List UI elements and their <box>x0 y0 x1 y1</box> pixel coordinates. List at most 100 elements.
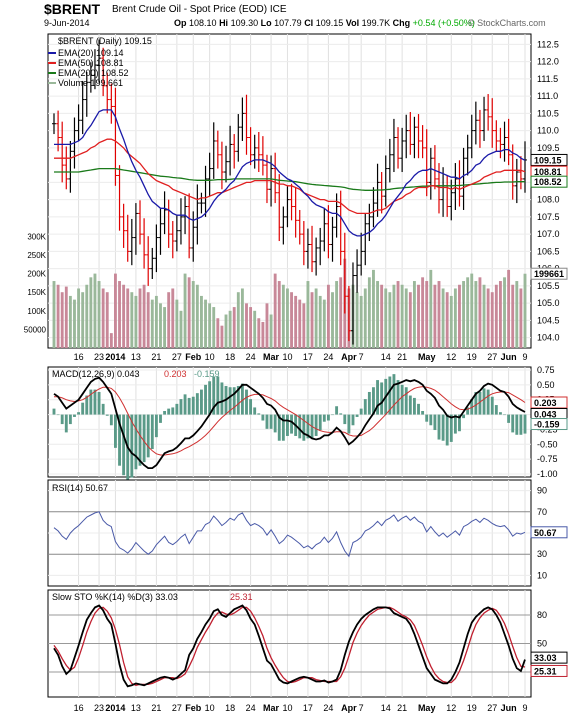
volume-bar <box>109 333 113 348</box>
volume-bar <box>195 284 199 348</box>
x-label-bottom: Apr <box>341 703 357 713</box>
macd-hist-bar <box>482 388 486 415</box>
x-label: 23 <box>94 352 104 362</box>
macd-hist-bar <box>302 414 306 441</box>
volume-bar <box>122 284 126 348</box>
macd-hist-bar <box>343 414 347 425</box>
volume-bar <box>437 281 441 348</box>
x-label: 21 <box>151 352 161 362</box>
volume-bar <box>204 299 207 348</box>
volume-bar <box>294 295 298 348</box>
macd-hist-bar <box>318 414 322 431</box>
macd-hist-bar <box>367 391 371 415</box>
x-label-bottom: 21 <box>151 703 161 713</box>
x-label-bottom: 17 <box>303 703 313 713</box>
volume-bar <box>236 292 240 348</box>
macd-hist-bar <box>449 414 453 442</box>
volume-bar <box>269 314 273 348</box>
volume-bar <box>511 284 515 348</box>
vol-label: Vol <box>345 18 360 28</box>
x-label-bottom: 18 <box>225 703 235 713</box>
volume-bar <box>265 303 269 348</box>
macd-tick-label: -0.75 <box>537 454 558 464</box>
x-label: 13 <box>131 352 141 362</box>
macd-hist-bar <box>466 407 470 415</box>
macd-hist-bar <box>396 380 400 415</box>
volume-bar <box>257 318 261 348</box>
macd-hist-bar <box>105 414 109 416</box>
macd-hist-bar <box>511 414 515 433</box>
rsi-tick-label: 10 <box>537 570 547 580</box>
macd-tick-label: -0.50 <box>537 439 558 449</box>
volume-bar <box>187 277 191 348</box>
volume-bar <box>421 277 425 348</box>
volume-bar <box>134 295 138 348</box>
macd-hist-bar <box>89 389 93 415</box>
x-label: 21 <box>397 352 407 362</box>
volume-bar <box>212 307 216 348</box>
high-value: 109.30 <box>230 18 259 28</box>
low-value: 107.79 <box>274 18 302 28</box>
volume-bar <box>445 292 449 348</box>
macd-hist-bar <box>175 403 179 415</box>
x-label: Feb <box>185 352 202 362</box>
volume-bar <box>494 284 498 348</box>
stockcharts-watermark: © StockCharts.com <box>468 18 546 28</box>
macd-hist-bar <box>417 403 420 415</box>
x-label-bottom: 14 <box>381 703 391 713</box>
price-tick-label: 109.5 <box>537 143 560 153</box>
macd-hist-bar <box>277 414 281 441</box>
macd-hist-bar <box>412 397 416 415</box>
macd-hist-bar <box>372 387 375 415</box>
macd-hist-bar <box>228 387 232 415</box>
macd-hist-bar <box>163 411 167 415</box>
price-tick-label: 112.0 <box>537 57 559 67</box>
volume-bar <box>167 292 171 348</box>
x-label: 9 <box>522 352 527 362</box>
price-tick-label: 110.5 <box>537 108 559 118</box>
macd-line <box>53 376 526 469</box>
price-legend-title: $BRENT (Daily) 109.15 <box>58 36 152 46</box>
symbol-description: Brent Crude Oil - Spot Price (EOD) ICE <box>112 4 287 15</box>
volume-bar <box>318 295 322 348</box>
macd-hist-bar <box>236 386 240 415</box>
volume-bar <box>261 321 265 348</box>
macd-hist-bar <box>56 414 60 416</box>
x-label-bottom: Mar <box>263 703 280 713</box>
x-label-bottom: 24 <box>246 703 256 713</box>
x-label-bottom: Feb <box>185 703 202 713</box>
macd-hist-bar <box>437 414 441 440</box>
volume-bar <box>277 281 281 348</box>
macd-hist-bar <box>114 414 117 448</box>
volume-bar <box>503 277 506 348</box>
macd-hist-bar <box>445 414 449 446</box>
volume-bar <box>208 303 212 348</box>
volume-bar <box>142 284 146 348</box>
volume-bar <box>154 295 158 348</box>
x-label-bottom: 21 <box>397 703 407 713</box>
macd-hist-bar <box>429 414 433 426</box>
macd-signal-line <box>54 386 526 456</box>
volume-bar <box>466 277 470 348</box>
volume-bar <box>175 299 179 348</box>
x-label-bottom: 7 <box>359 703 364 713</box>
volume-bar <box>359 295 363 348</box>
macd-hist-bar <box>187 397 191 415</box>
macd-hist-bar <box>183 394 187 415</box>
macd-hist-bar <box>359 408 363 415</box>
volume-bar <box>302 303 306 348</box>
volume-bar <box>470 273 474 348</box>
macd-hist-bar <box>253 407 257 415</box>
macd-tag-macd_line: 0.043 <box>534 410 557 420</box>
macd-hist-bar <box>498 412 502 415</box>
macd-hist-bar <box>490 396 494 415</box>
open-value: 108.10 <box>189 18 217 28</box>
volume-bar <box>425 281 429 348</box>
macd-hist-bar <box>458 414 461 432</box>
x-label: May <box>418 352 436 362</box>
ema200-line <box>54 167 525 191</box>
macd-hist-bar <box>265 414 269 429</box>
volume-bar <box>77 288 81 348</box>
volume-bar <box>56 284 60 348</box>
volume-bar <box>228 310 232 348</box>
